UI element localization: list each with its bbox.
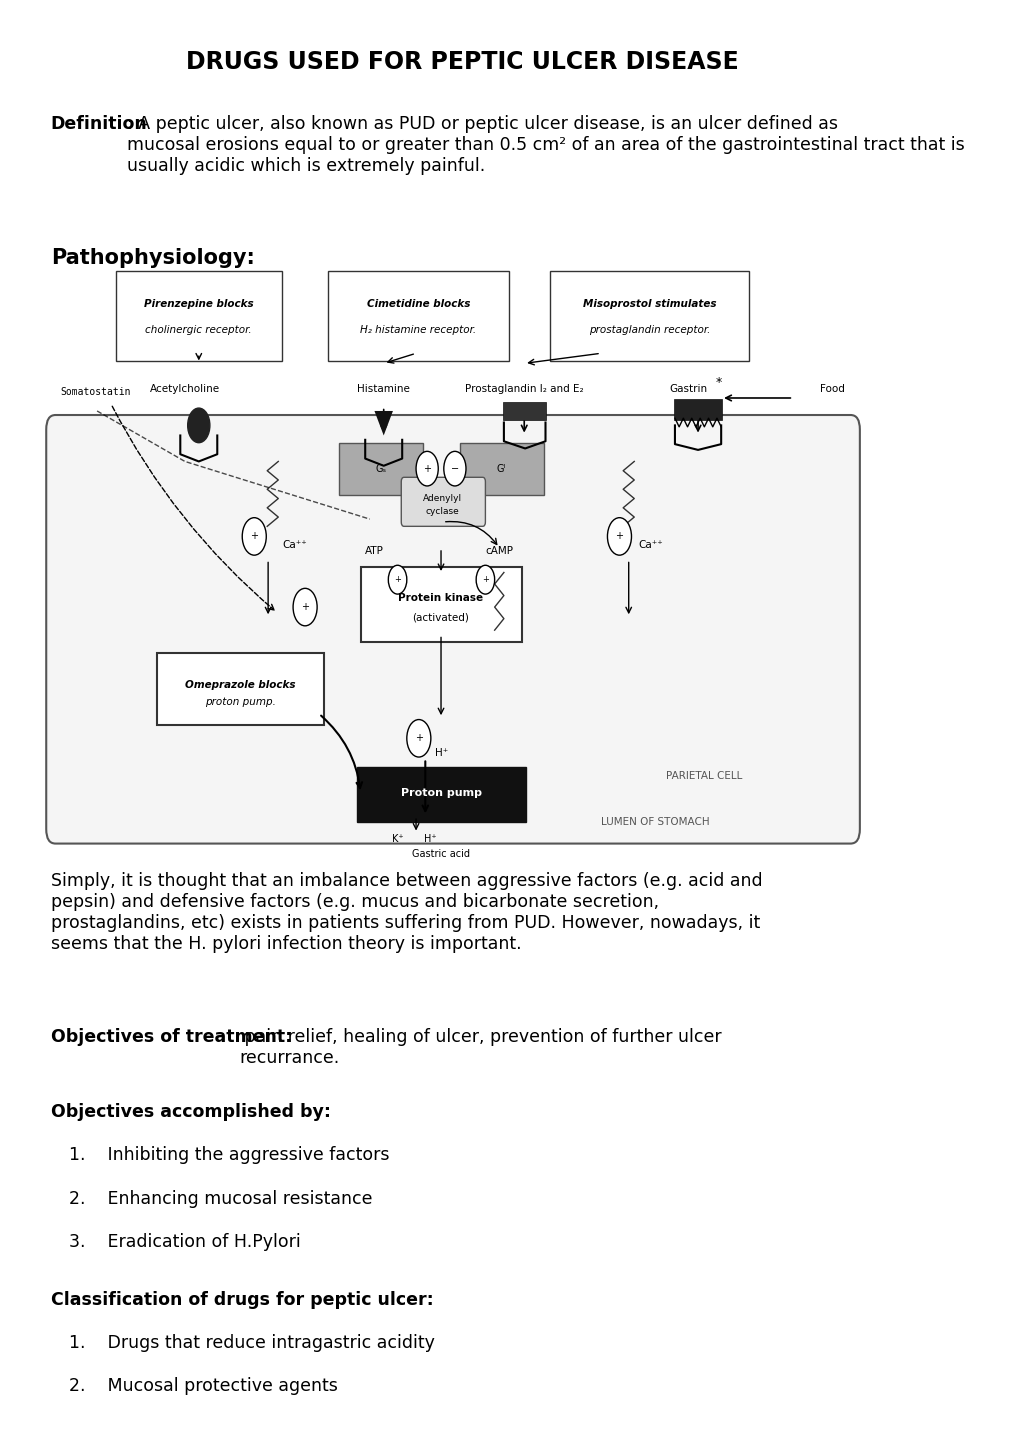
- Text: Acetylcholine: Acetylcholine: [150, 385, 220, 394]
- FancyBboxPatch shape: [339, 443, 423, 495]
- Circle shape: [388, 565, 407, 594]
- Text: Adenylyl: Adenylyl: [423, 495, 462, 503]
- Text: Classification of drugs for peptic ulcer:: Classification of drugs for peptic ulcer…: [51, 1291, 433, 1308]
- FancyBboxPatch shape: [460, 443, 543, 495]
- Text: LUMEN OF STOMACH: LUMEN OF STOMACH: [600, 818, 709, 826]
- Text: Gᴵ: Gᴵ: [496, 464, 505, 473]
- Text: 2.    Mucosal protective agents: 2. Mucosal protective agents: [69, 1377, 338, 1394]
- Text: +: +: [393, 575, 400, 584]
- Text: 1.    Drugs that reduce intragastric acidity: 1. Drugs that reduce intragastric acidit…: [69, 1334, 435, 1351]
- Text: Ca⁺⁺: Ca⁺⁺: [637, 541, 662, 549]
- Text: Omeprazole blocks: Omeprazole blocks: [185, 681, 296, 689]
- FancyBboxPatch shape: [46, 415, 859, 844]
- Text: (activated): (activated): [412, 613, 469, 622]
- Text: DRUGS USED FOR PEPTIC ULCER DISEASE: DRUGS USED FOR PEPTIC ULCER DISEASE: [185, 50, 738, 75]
- Text: Histamine: Histamine: [357, 385, 410, 394]
- Text: +: +: [482, 575, 488, 584]
- Text: proton pump.: proton pump.: [205, 698, 275, 707]
- FancyBboxPatch shape: [502, 402, 546, 420]
- Text: Misoprostol stimulates: Misoprostol stimulates: [582, 300, 715, 309]
- Text: Simply, it is thought that an imbalance between aggressive factors (e.g. acid an: Simply, it is thought that an imbalance …: [51, 872, 762, 953]
- Text: H⁺: H⁺: [423, 835, 436, 844]
- Text: prostaglandin receptor.: prostaglandin receptor.: [588, 326, 709, 335]
- Text: H⁺: H⁺: [434, 748, 447, 757]
- Circle shape: [242, 518, 266, 555]
- Text: *: *: [714, 375, 720, 389]
- Text: 1.    Inhibiting the aggressive factors: 1. Inhibiting the aggressive factors: [69, 1146, 389, 1164]
- FancyBboxPatch shape: [400, 477, 485, 526]
- Text: Food: Food: [819, 385, 844, 394]
- Text: Prostaglandin I₂ and E₂: Prostaglandin I₂ and E₂: [465, 385, 583, 394]
- Text: Protein kinase: Protein kinase: [398, 594, 483, 603]
- Text: : A peptic ulcer, also known as PUD or peptic ulcer disease, is an ulcer defined: : A peptic ulcer, also known as PUD or p…: [126, 115, 964, 174]
- Text: Gₛ: Gₛ: [375, 464, 386, 473]
- Text: Gastrin: Gastrin: [669, 385, 707, 394]
- Text: Gastric acid: Gastric acid: [412, 849, 470, 858]
- Circle shape: [416, 451, 438, 486]
- Text: cholinergic receptor.: cholinergic receptor.: [146, 326, 252, 335]
- Text: Pathophysiology:: Pathophysiology:: [51, 248, 255, 268]
- Polygon shape: [374, 411, 392, 435]
- Text: cyclase: cyclase: [426, 508, 460, 516]
- FancyBboxPatch shape: [357, 767, 526, 822]
- FancyBboxPatch shape: [549, 271, 748, 360]
- Circle shape: [187, 408, 210, 443]
- Text: 3.    Eradication of H.Pylori: 3. Eradication of H.Pylori: [69, 1233, 301, 1250]
- Circle shape: [476, 565, 494, 594]
- Circle shape: [292, 588, 317, 626]
- Text: +: +: [423, 464, 431, 473]
- FancyBboxPatch shape: [115, 271, 281, 360]
- Text: +: +: [614, 532, 623, 541]
- Text: cAMP: cAMP: [485, 547, 513, 555]
- FancyBboxPatch shape: [157, 653, 323, 725]
- Text: pain relief, healing of ulcer, prevention of further ulcer
recurrance.: pain relief, healing of ulcer, preventio…: [239, 1028, 721, 1067]
- Text: Ca⁺⁺: Ca⁺⁺: [281, 541, 307, 549]
- Text: H₂ histamine receptor.: H₂ histamine receptor.: [360, 326, 476, 335]
- Text: K⁺: K⁺: [391, 835, 403, 844]
- Text: −: −: [450, 464, 459, 473]
- Text: Pirenzepine blocks: Pirenzepine blocks: [144, 300, 254, 309]
- Text: Cimetidine blocks: Cimetidine blocks: [366, 300, 470, 309]
- Circle shape: [443, 451, 466, 486]
- Text: Definition: Definition: [51, 115, 148, 133]
- Circle shape: [607, 518, 631, 555]
- Text: Somatostatin: Somatostatin: [60, 388, 130, 397]
- Text: ATP: ATP: [365, 547, 383, 555]
- Circle shape: [407, 720, 430, 757]
- Text: +: +: [250, 532, 258, 541]
- Text: 2.    Enhancing mucosal resistance: 2. Enhancing mucosal resistance: [69, 1190, 373, 1207]
- Text: Proton pump: Proton pump: [400, 789, 481, 797]
- Text: Objectives of treatment:: Objectives of treatment:: [51, 1028, 291, 1045]
- Text: Objectives accomplished by:: Objectives accomplished by:: [51, 1103, 330, 1120]
- Text: PARIETAL CELL: PARIETAL CELL: [665, 771, 742, 780]
- FancyBboxPatch shape: [328, 271, 508, 360]
- Text: +: +: [301, 603, 309, 611]
- Text: +: +: [415, 734, 423, 743]
- FancyBboxPatch shape: [674, 399, 721, 420]
- FancyBboxPatch shape: [361, 567, 522, 642]
